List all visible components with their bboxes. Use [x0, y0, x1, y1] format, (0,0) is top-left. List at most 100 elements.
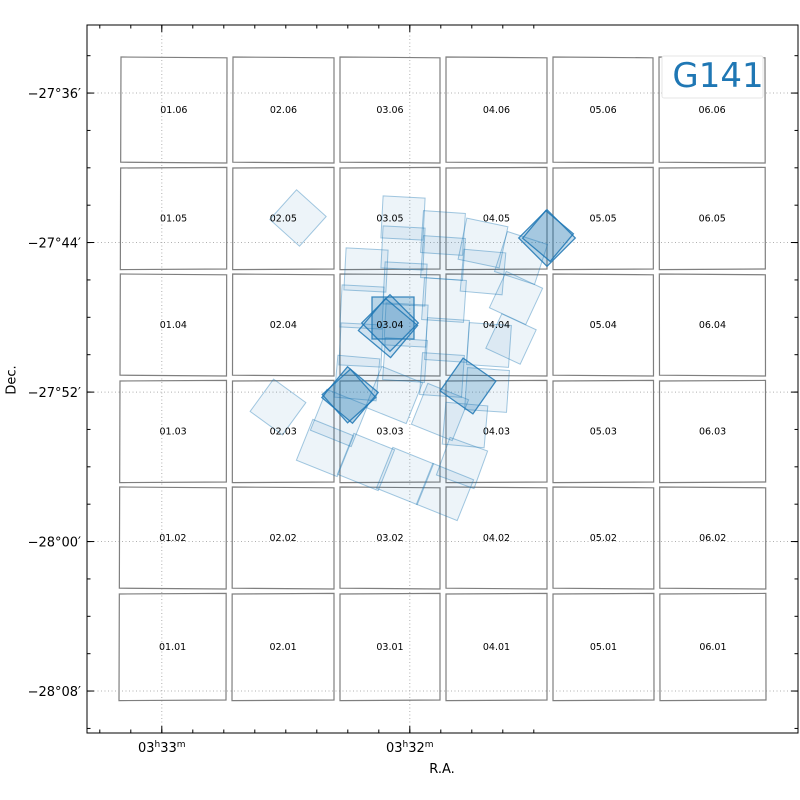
footprint-polygon — [441, 401, 489, 449]
footprint-polygon — [380, 195, 426, 241]
tile-label: 03.06 — [376, 105, 403, 116]
footprint-polygon — [420, 210, 466, 256]
tile-label: 02.06 — [270, 105, 297, 116]
footprint-polygon — [295, 418, 355, 478]
tile-outline — [445, 379, 548, 484]
tile-label: 04.02 — [483, 533, 510, 544]
footprint-polygon — [360, 293, 420, 353]
tile-label: 05.05 — [590, 214, 617, 225]
tile-outline — [552, 56, 654, 164]
footprint-polygon — [424, 317, 470, 363]
footprint-polygon — [439, 357, 497, 415]
y-axis-label: Dec. — [5, 365, 20, 394]
tile-outline — [658, 379, 767, 484]
footprint-polygon — [485, 313, 537, 365]
tile-outline — [118, 486, 227, 590]
footprint-polygon — [517, 208, 577, 268]
tile-label: 04.03 — [483, 427, 510, 438]
tile-label: 01.02 — [159, 533, 186, 544]
tile-outline — [339, 166, 441, 271]
tile-outline — [231, 592, 335, 702]
footprint-polygon — [375, 446, 435, 506]
tile-label: 03.04 — [376, 320, 403, 331]
tile-outline — [232, 56, 335, 164]
tile-outline — [552, 379, 655, 484]
tile-label: 03.05 — [376, 214, 403, 225]
footprint-polygon — [382, 261, 428, 307]
tile-label: 05.02 — [590, 533, 617, 544]
tile-label: 06.05 — [699, 214, 726, 225]
tile-label: 03.02 — [376, 533, 403, 544]
footprint-polygon — [488, 270, 544, 326]
tile-outline — [659, 486, 767, 590]
tile-outline — [552, 273, 655, 377]
tile-outline — [552, 166, 654, 271]
y-tick-label: −28°00′ — [28, 536, 81, 551]
footprint-polygon — [464, 367, 510, 413]
tile-label: 02.01 — [269, 642, 296, 653]
tile-label: 04.01 — [483, 642, 510, 653]
y-tick-label: −27°52′ — [28, 386, 81, 401]
tile-outline — [119, 379, 228, 484]
tile-label: 04.06 — [483, 105, 510, 116]
y-tick-label: −27°36′ — [28, 87, 81, 102]
tile-outline — [231, 273, 335, 377]
footprint-polygon — [336, 432, 396, 492]
tile-outline — [339, 273, 441, 377]
tile-outline — [232, 166, 335, 271]
tile-label: 06.06 — [698, 105, 725, 116]
footprint-polygon — [410, 382, 470, 442]
footprint-polygon — [364, 365, 424, 425]
tile-grid — [118, 56, 767, 702]
tile-outline — [658, 166, 766, 271]
footprint-polygon — [521, 209, 575, 263]
footprint-polygon — [493, 230, 549, 286]
plot-frame — [86, 24, 799, 734]
tile-label: 02.04 — [270, 320, 297, 331]
footprint-polygon — [343, 247, 389, 293]
tile-outline — [445, 486, 548, 590]
tile-label: 05.04 — [590, 320, 617, 331]
footprint-polygon — [249, 378, 307, 436]
y-tick-label: −28°08′ — [28, 685, 81, 700]
tile-label: 04.05 — [483, 214, 510, 225]
footprint-polygon — [357, 297, 419, 359]
tile-outline — [120, 56, 228, 164]
tile-label: 05.03 — [590, 427, 617, 438]
tile-label: 06.01 — [699, 642, 726, 653]
tile-label: 02.02 — [270, 533, 297, 544]
chart-title: G141 — [672, 56, 763, 96]
tile-label: 01.05 — [160, 214, 187, 225]
x-tick-label: 03h33m — [138, 740, 186, 756]
tile-label: 03.03 — [376, 427, 403, 438]
tile-label: 06.04 — [699, 320, 726, 331]
axis-ticks: 03h33m 03h32m −27°36′ −27°44′ −27°52′ −28°00′… — [28, 25, 798, 756]
tile-label: 04.04 — [483, 320, 510, 331]
x-axis-label: R.A. — [429, 762, 455, 777]
tile-label: 01.04 — [160, 320, 187, 331]
tile-outline — [339, 486, 441, 590]
tile-outline — [119, 273, 228, 377]
tile-outline — [339, 56, 441, 164]
footprint-polygon — [380, 225, 426, 271]
footprint-polygon — [309, 388, 369, 448]
tile-label: 01.06 — [160, 105, 187, 116]
tile-label: 01.01 — [159, 642, 186, 653]
tile-outline — [445, 56, 548, 164]
tile-label: 03.01 — [376, 642, 403, 653]
footprint-polygon — [269, 189, 327, 247]
plot-area-background — [87, 25, 798, 733]
tile-outline — [445, 273, 548, 377]
tile-label: 06.03 — [699, 427, 726, 438]
footprint-polygon — [421, 277, 467, 323]
footprint-polygon — [415, 462, 475, 522]
tile-label: 06.02 — [699, 533, 726, 544]
footprint-polygon — [419, 352, 465, 398]
title-box: G141 — [661, 55, 764, 99]
y-tick-label: −27°44′ — [28, 237, 81, 252]
footprint-polygon — [459, 248, 507, 296]
tile-outline — [339, 379, 441, 484]
tile-outline — [231, 379, 335, 484]
footprint-polygon — [466, 322, 512, 368]
